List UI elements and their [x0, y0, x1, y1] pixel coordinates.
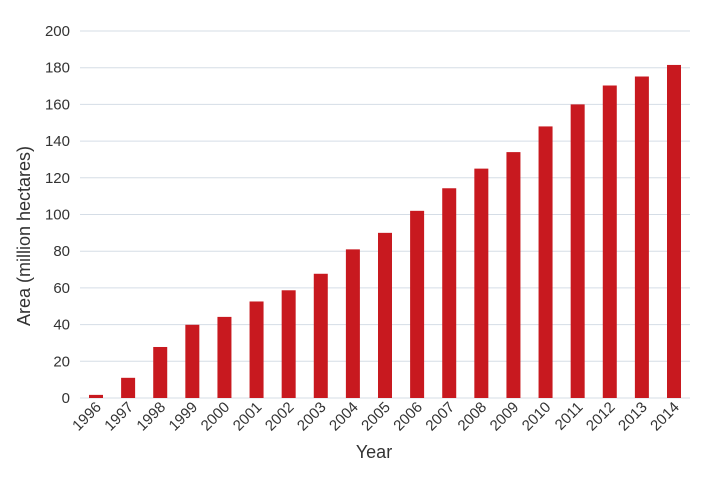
bar-1996	[89, 394, 103, 398]
bar-2001	[249, 301, 264, 398]
x-tick-label: 2003	[294, 399, 330, 435]
x-axis-title: Year	[356, 442, 392, 462]
x-tick-label: 2014	[647, 399, 683, 435]
bar-2006	[410, 210, 425, 398]
y-tick-label: 80	[53, 243, 70, 260]
bar-2010	[538, 126, 553, 399]
bar-2000	[217, 316, 232, 398]
y-tick-label: 120	[45, 170, 70, 187]
bars	[89, 64, 681, 399]
x-tick-label: 1996	[69, 399, 105, 435]
x-tick-label: 2005	[358, 399, 394, 435]
bar-2003	[313, 273, 328, 398]
x-tick-label: 2010	[519, 399, 555, 435]
x-tick-label: 1997	[101, 399, 137, 435]
x-tick-label: 2012	[583, 399, 619, 435]
bar-1999	[185, 324, 200, 398]
x-tick-label: 2004	[326, 399, 362, 435]
y-tick-label: 160	[45, 96, 70, 113]
x-tick-label: 2006	[390, 399, 426, 435]
bar-2009	[506, 152, 521, 398]
y-tick-label: 140	[45, 133, 70, 150]
x-tick-label: 1999	[166, 399, 202, 435]
x-tick-label: 2000	[198, 399, 234, 435]
bar-2007	[442, 188, 457, 398]
x-axis-ticks: 1996199719981999200020012002200320042005…	[69, 399, 683, 435]
x-tick-label: 2001	[230, 399, 266, 435]
x-tick-label: 2013	[615, 399, 651, 435]
x-tick-label: 2009	[487, 399, 523, 435]
bar-1998	[153, 346, 168, 398]
bar-2011	[570, 104, 585, 399]
bar-2008	[474, 168, 489, 398]
y-axis-title: Area (million hectares)	[14, 146, 34, 326]
y-tick-label: 0	[62, 390, 70, 407]
bar-2013	[634, 76, 649, 399]
bar-2014	[667, 64, 681, 398]
y-axis-ticks: 0 20 40 60 80 100 120 140 160 180 200	[45, 23, 70, 407]
bar-2012	[602, 85, 617, 398]
x-tick-label: 2011	[552, 399, 587, 434]
y-tick-label: 40	[53, 317, 70, 334]
bar-2002	[281, 290, 296, 398]
y-tick-label: 60	[53, 280, 70, 297]
y-tick-label: 200	[45, 23, 70, 40]
y-tick-label: 180	[45, 60, 70, 77]
x-tick-label: 1998	[133, 399, 169, 435]
bar-2005	[378, 232, 392, 398]
y-tick-label: 20	[53, 353, 70, 370]
x-tick-label: 2008	[455, 399, 491, 435]
y-tick-label: 100	[45, 207, 70, 224]
bar-1997	[121, 377, 136, 398]
x-tick-label: 2002	[262, 399, 298, 435]
bar-2004	[345, 249, 360, 398]
x-tick-label: 2007	[422, 399, 458, 435]
